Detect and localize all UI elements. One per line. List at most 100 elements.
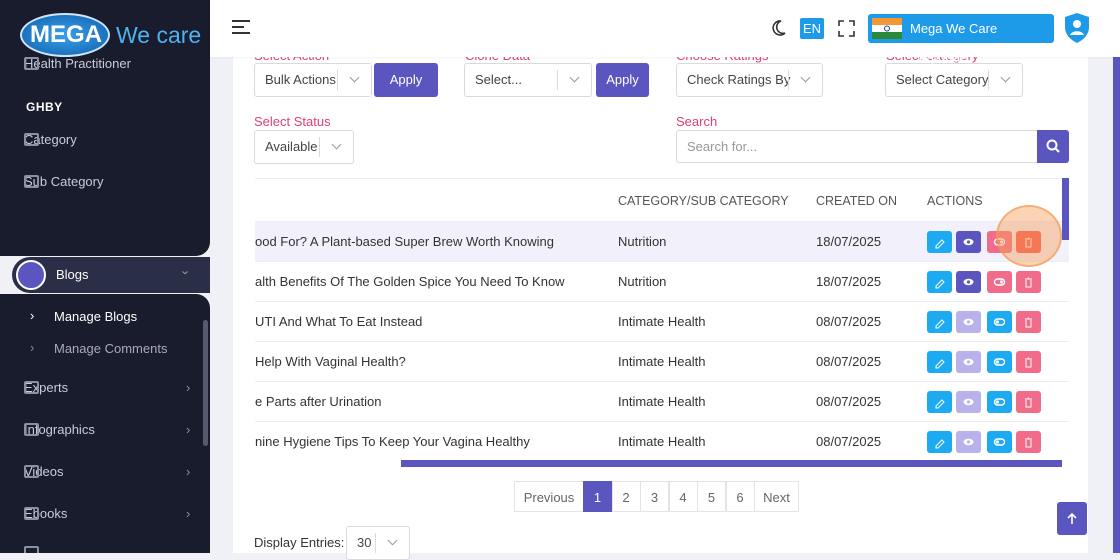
delete-button[interactable] bbox=[1016, 271, 1041, 293]
view-button[interactable] bbox=[956, 431, 981, 453]
nav-chevron: › bbox=[178, 270, 194, 275]
theme-toggle[interactable] bbox=[770, 19, 786, 37]
page-button[interactable]: 3 bbox=[640, 481, 669, 512]
table-row: UTI And What To Eat Instead Intimate Heal… bbox=[255, 301, 1069, 341]
flag-icon bbox=[872, 18, 902, 39]
category-select[interactable]: Select Category bbox=[885, 63, 1023, 97]
next-button[interactable]: Next bbox=[754, 481, 799, 512]
entries-label: Display Entries: bbox=[254, 535, 345, 550]
sub-nav-label: Manage Blogs bbox=[54, 309, 138, 324]
category-cell: Nutrition bbox=[618, 234, 667, 249]
nav-label: Category bbox=[24, 132, 77, 147]
page-button[interactable]: 6 bbox=[725, 481, 755, 512]
language-button[interactable]: EN bbox=[800, 18, 824, 39]
user-avatar[interactable] bbox=[1064, 12, 1090, 44]
logo-badge bbox=[20, 13, 110, 57]
edit-button[interactable] bbox=[927, 431, 952, 453]
edit-button[interactable] bbox=[927, 391, 952, 413]
entries-select[interactable]: 30 bbox=[346, 526, 410, 560]
delete-button[interactable] bbox=[1016, 351, 1041, 373]
apply-button[interactable]: Apply bbox=[596, 63, 649, 97]
page-button[interactable]: 5 bbox=[697, 481, 726, 512]
nav-item[interactable]: Category bbox=[24, 130, 204, 150]
page-button[interactable]: 1 bbox=[583, 481, 612, 512]
toggle-button[interactable] bbox=[987, 391, 1012, 413]
delete-button[interactable] bbox=[1016, 391, 1041, 413]
nav-item[interactable]: Experts › bbox=[24, 378, 204, 398]
title-cell: ood For? A Plant-based Super Brew Worth … bbox=[255, 234, 554, 249]
delete-button[interactable] bbox=[1016, 311, 1041, 333]
sub-nav-item[interactable]: › Manage Blogs bbox=[30, 308, 190, 326]
search-icon bbox=[1046, 139, 1060, 153]
view-button[interactable] bbox=[956, 391, 981, 413]
column-header: CREATED ON bbox=[816, 194, 898, 208]
toggle-button[interactable] bbox=[987, 311, 1012, 333]
page-scrollbar[interactable] bbox=[1113, 57, 1120, 553]
menu-toggle[interactable] bbox=[232, 19, 250, 35]
previous-button[interactable]: Previous bbox=[514, 481, 584, 512]
fullscreen-button[interactable] bbox=[838, 20, 855, 37]
nav-icon bbox=[24, 175, 39, 188]
nav-label: Sub Category bbox=[24, 174, 104, 189]
status-select[interactable]: Available bbox=[254, 130, 354, 164]
nav-label: Experts bbox=[24, 380, 69, 395]
nav-item-active[interactable]: Blogs › bbox=[12, 257, 210, 293]
category-cell: Intimate Health bbox=[618, 394, 706, 409]
select-value: 30 bbox=[357, 535, 372, 550]
select-value: Select... bbox=[475, 72, 522, 87]
page-button[interactable]: 4 bbox=[668, 481, 698, 512]
apply-button[interactable]: Apply bbox=[374, 63, 438, 97]
nav-icon bbox=[24, 381, 39, 394]
category-cell: Intimate Health bbox=[618, 434, 706, 449]
nav-item[interactable]: Infographics › bbox=[24, 420, 204, 440]
toggle-button[interactable] bbox=[987, 431, 1012, 453]
select-arrow-mask bbox=[361, 64, 371, 96]
select-arrow bbox=[557, 70, 591, 90]
nav-chevron: › bbox=[186, 380, 191, 395]
edit-button[interactable] bbox=[927, 271, 952, 293]
delete-button[interactable] bbox=[1016, 431, 1041, 453]
view-button[interactable] bbox=[956, 311, 981, 333]
click-highlight bbox=[996, 205, 1062, 267]
sub-nav-item[interactable]: › Manage Comments bbox=[30, 340, 190, 358]
column-header: CATEGORY/SUB CATEGORY bbox=[618, 194, 789, 208]
date-cell: 08/07/2025 bbox=[816, 434, 882, 449]
edit-button[interactable] bbox=[927, 351, 952, 373]
table-h-scrollbar[interactable] bbox=[401, 460, 1062, 467]
account-name: Mega We Care Corporate bbox=[910, 21, 998, 65]
select-value: Available bbox=[265, 139, 318, 154]
view-button[interactable] bbox=[956, 231, 981, 253]
nav-icon bbox=[24, 57, 39, 70]
toggle-button[interactable] bbox=[987, 271, 1012, 293]
nav-item[interactable]: Sub Category bbox=[24, 172, 204, 192]
table-row: nine Hygiene Tips To Keep Your Vagina He… bbox=[255, 421, 1069, 461]
nav-item[interactable]: Ebooks › bbox=[24, 504, 204, 524]
table-v-scrollbar[interactable] bbox=[1062, 178, 1069, 240]
nav-item[interactable]: Health Practitioner bbox=[24, 54, 204, 74]
account-button[interactable]: Mega We Care Corporate bbox=[868, 14, 1054, 65]
ratings-select[interactable]: Check Ratings By bbox=[676, 63, 823, 97]
column-header: ACTIONS bbox=[927, 194, 983, 208]
sidebar-scrollbar[interactable] bbox=[203, 320, 208, 446]
date-cell: 18/07/2025 bbox=[816, 274, 882, 289]
page-button[interactable]: 2 bbox=[611, 481, 641, 512]
view-button[interactable] bbox=[956, 271, 981, 293]
edit-button[interactable] bbox=[927, 311, 952, 333]
sub-nav-label: Manage Comments bbox=[54, 341, 168, 356]
back-to-top[interactable] bbox=[1057, 502, 1087, 535]
search-input[interactable]: Search for... bbox=[676, 130, 1038, 163]
nav-icon-active bbox=[16, 260, 46, 290]
nav-item[interactable]: Videos › bbox=[24, 462, 204, 482]
bulk-action-select[interactable]: Bulk Actions bbox=[254, 63, 372, 97]
title-cell: UTI And What To Eat Instead bbox=[255, 314, 423, 329]
logo-brand: MEGA bbox=[30, 21, 102, 48]
title-cell: alth Benefits Of The Golden Spice You Ne… bbox=[255, 274, 565, 289]
edit-button[interactable] bbox=[927, 231, 952, 253]
search-button[interactable] bbox=[1037, 130, 1069, 163]
clone-select[interactable]: Select... bbox=[464, 63, 592, 97]
toggle-button[interactable] bbox=[987, 351, 1012, 373]
nav-icon bbox=[24, 465, 39, 478]
nav-label: Health Practitioner bbox=[24, 56, 131, 71]
view-button[interactable] bbox=[956, 351, 981, 373]
